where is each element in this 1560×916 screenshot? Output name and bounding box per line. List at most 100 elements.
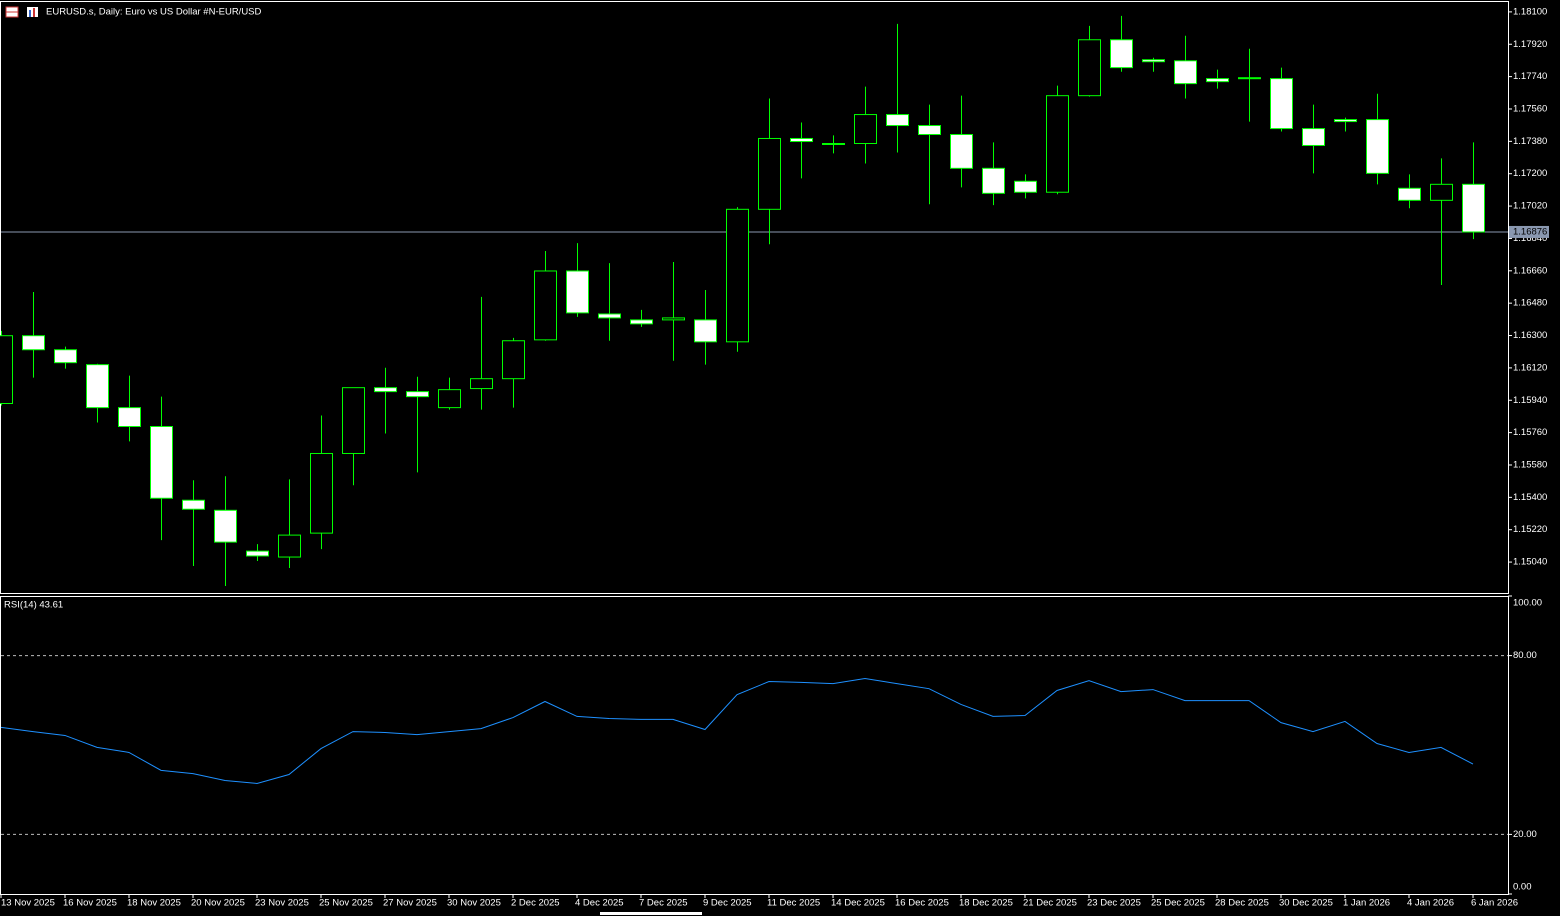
candle-body [374, 387, 397, 393]
candle-body [310, 452, 333, 534]
x-tick-label: 4 Jan 2026 [1407, 898, 1454, 909]
candle-body [86, 364, 109, 409]
candle-body [534, 270, 557, 341]
candle-body [982, 167, 1005, 194]
x-tick-label: 6 Jan 2026 [1471, 898, 1518, 909]
candle-body [150, 426, 173, 499]
price-tag-label: 1.16876 [1513, 226, 1547, 237]
icon [27, 7, 38, 17]
candle-body [214, 509, 237, 543]
candle-body [1430, 183, 1453, 201]
candle-body [502, 340, 525, 380]
rsi-line [0, 678, 1474, 784]
candle-body [438, 389, 461, 409]
candle-body [406, 391, 429, 398]
candle-body [694, 319, 717, 343]
candle-body [1366, 119, 1389, 174]
y-tick-label: 1.17740 [1513, 71, 1547, 82]
candle-body [0, 335, 13, 404]
y-tick-label: 1.16480 [1513, 298, 1547, 309]
candle-body [1238, 77, 1261, 80]
y-tick-label: 1.16840 [1513, 233, 1547, 244]
y-tick-label: 1.17020 [1513, 201, 1547, 212]
y-tick-label: 1.17200 [1513, 168, 1547, 179]
y-tick-label: 0.00 [1513, 882, 1532, 893]
x-tick-label: 28 Dec 2025 [1215, 898, 1269, 909]
rsi-title: RSI(14) 43.61 [4, 600, 63, 611]
y-tick-label: 1.15040 [1513, 557, 1547, 568]
candle-body [854, 114, 877, 145]
x-tick-label: 25 Dec 2025 [1151, 898, 1205, 909]
y-tick-label: 1.16300 [1513, 330, 1547, 341]
candle-body [1142, 59, 1165, 63]
x-tick-label: 21 Dec 2025 [1023, 898, 1077, 909]
icon-bar [29, 10, 31, 17]
x-tick-label: 2 Dec 2025 [511, 898, 560, 909]
candle-body [662, 317, 685, 321]
candle-body [790, 137, 813, 143]
price-tag [1509, 225, 1549, 238]
y-tick-label: 1.15940 [1513, 395, 1547, 406]
candle-body [598, 313, 621, 319]
candle-body [1334, 119, 1357, 123]
x-tick-label: 25 Nov 2025 [319, 898, 373, 909]
candle-body [886, 114, 909, 127]
x-tick-label: 18 Nov 2025 [127, 898, 181, 909]
candle-body [758, 137, 781, 210]
x-tick-label: 27 Nov 2025 [383, 898, 437, 909]
scrollbar[interactable] [600, 912, 702, 915]
candle-body [182, 499, 205, 510]
y-tick-label: 20.00 [1513, 829, 1537, 840]
y-tick-label: 80.00 [1513, 650, 1537, 661]
candle-body [1174, 60, 1197, 85]
y-tick-label: 1.16660 [1513, 265, 1547, 276]
x-tick-label: 30 Dec 2025 [1279, 898, 1333, 909]
candle-body [822, 143, 845, 146]
header-icons [5, 6, 38, 18]
x-tick-label: 23 Nov 2025 [255, 898, 309, 909]
candle-body [1462, 183, 1485, 233]
candle-body [1206, 78, 1229, 83]
y-tick-label: 1.16120 [1513, 362, 1547, 373]
y-tick-label: 1.17560 [1513, 103, 1547, 114]
y-tick-label: 1.15400 [1513, 492, 1547, 503]
main-frame [0, 1, 1509, 594]
x-tick-label: 30 Nov 2025 [447, 898, 501, 909]
x-tick-label: 4 Dec 2025 [575, 898, 624, 909]
x-tick-label: 18 Dec 2025 [959, 898, 1013, 909]
candle-body [630, 319, 653, 325]
y-tick-label: 1.15760 [1513, 427, 1547, 438]
x-tick-label: 23 Dec 2025 [1087, 898, 1141, 909]
x-tick-label: 9 Dec 2025 [703, 898, 752, 909]
x-tick-label: 11 Dec 2025 [767, 898, 820, 909]
candle-body [950, 134, 973, 169]
candle-body [1014, 180, 1037, 193]
candle-body [470, 378, 493, 390]
x-tick-label: 16 Dec 2025 [895, 898, 949, 909]
icon-bar [33, 8, 35, 17]
chart-title: EURUSD.s, Daily: Euro vs US Dollar #N-EU… [46, 7, 262, 18]
x-tick-label: 20 Nov 2025 [191, 898, 245, 909]
candle-body [1270, 78, 1293, 130]
y-tick-label: 1.17380 [1513, 136, 1547, 147]
candle-body [1398, 187, 1421, 201]
candle-body [1078, 39, 1101, 97]
y-tick-label: 1.17920 [1513, 39, 1547, 50]
candle-body [342, 387, 365, 454]
x-tick-label: 13 Nov 2025 [1, 898, 55, 909]
y-tick-label: 1.15220 [1513, 524, 1547, 535]
candle-body [278, 534, 301, 558]
rsi-frame [0, 596, 1509, 895]
x-tick-label: 7 Dec 2025 [639, 898, 688, 909]
x-tick-label: 14 Dec 2025 [831, 898, 885, 909]
candle-body [566, 270, 589, 314]
candle-body [118, 407, 141, 428]
candle-body [1302, 128, 1325, 146]
candle-body [246, 550, 269, 557]
x-tick-label: 16 Nov 2025 [63, 898, 117, 909]
y-tick-label: 1.18100 [1513, 6, 1547, 17]
candle-body [22, 335, 45, 351]
candle-body [726, 208, 749, 343]
